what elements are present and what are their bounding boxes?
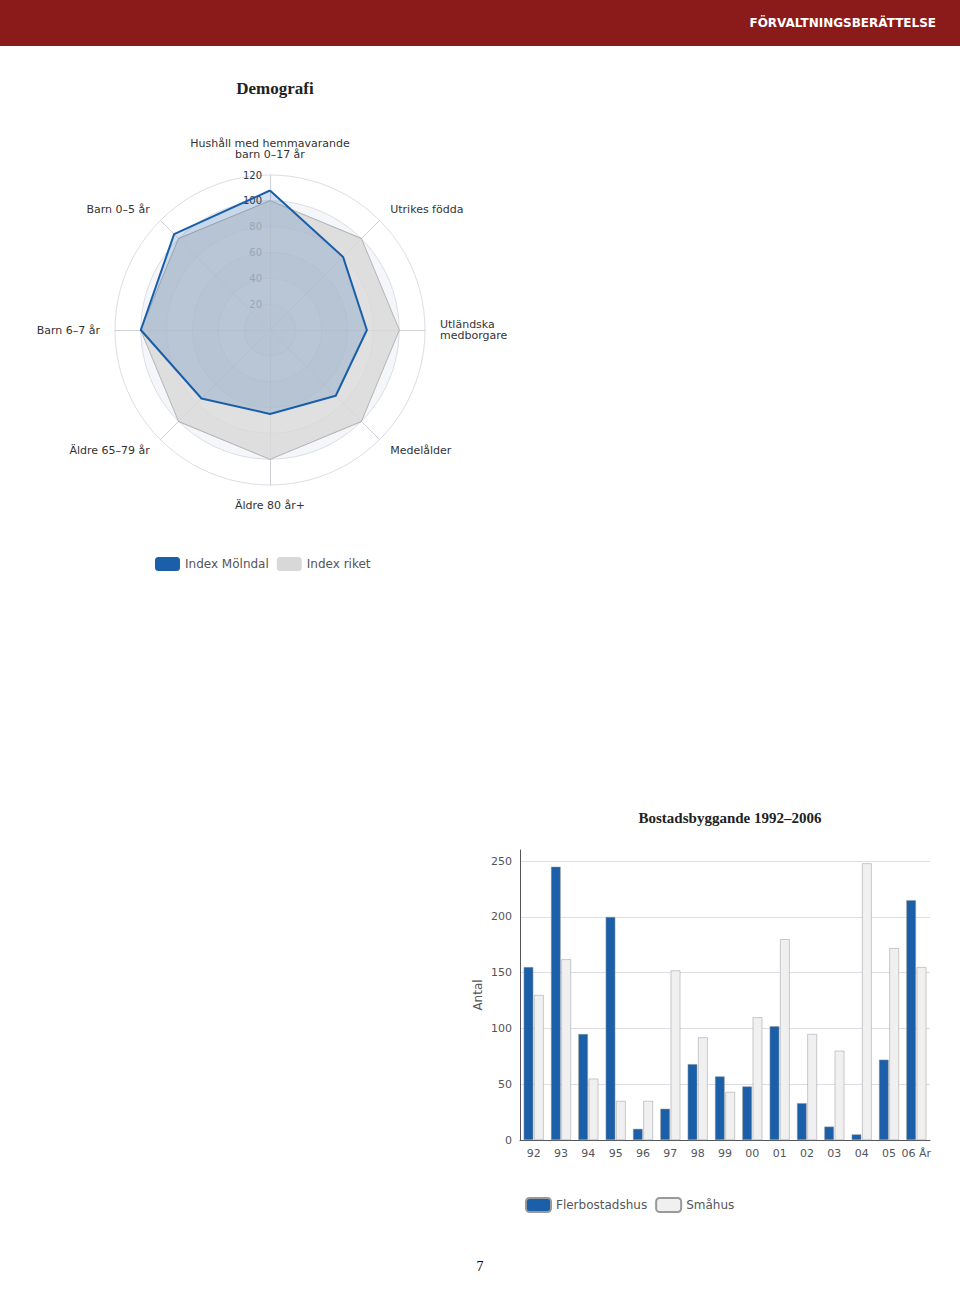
svg-text:95: 95 — [609, 1147, 623, 1160]
svg-text:Utländska: Utländska — [440, 318, 495, 331]
svg-text:250: 250 — [491, 855, 512, 868]
svg-text:Äldre 65–79 år: Äldre 65–79 år — [69, 444, 150, 457]
svg-text:96: 96 — [636, 1147, 650, 1160]
svg-text:05: 05 — [882, 1147, 896, 1160]
svg-text:200: 200 — [491, 910, 512, 923]
svg-text:Medelålder: Medelålder — [390, 444, 452, 457]
svg-text:97: 97 — [663, 1147, 677, 1160]
svg-text:Index riket: Index riket — [307, 557, 371, 571]
svg-text:FÖRVALTNINGSBERÄTTELSE: FÖRVALTNINGSBERÄTTELSE — [749, 15, 936, 30]
svg-text:barn 0–17 år: barn 0–17 år — [235, 148, 305, 161]
svg-text:7: 7 — [477, 1259, 484, 1274]
svg-text:50: 50 — [498, 1078, 512, 1091]
svg-text:06 År: 06 År — [902, 1147, 932, 1160]
svg-text:01: 01 — [773, 1147, 787, 1160]
svg-text:94: 94 — [581, 1147, 595, 1160]
svg-text:150: 150 — [491, 966, 512, 979]
svg-text:medborgare: medborgare — [440, 329, 508, 342]
svg-text:92: 92 — [527, 1147, 541, 1160]
svg-text:00: 00 — [745, 1147, 759, 1160]
svg-text:120: 120 — [243, 170, 262, 181]
svg-text:93: 93 — [554, 1147, 568, 1160]
svg-text:0: 0 — [505, 1134, 512, 1147]
svg-text:Barn 6–7 år: Barn 6–7 år — [37, 324, 101, 337]
svg-text:Äldre 80 år+: Äldre 80 år+ — [235, 499, 305, 512]
svg-text:99: 99 — [718, 1147, 732, 1160]
svg-text:Småhus: Småhus — [686, 1198, 734, 1212]
svg-text:98: 98 — [691, 1147, 705, 1160]
svg-text:Index Mölndal: Index Mölndal — [185, 557, 269, 571]
svg-text:Utrikes födda: Utrikes födda — [390, 203, 463, 216]
svg-text:Bostadsbyggande 1992–2006: Bostadsbyggande 1992–2006 — [639, 810, 822, 826]
svg-text:Antal: Antal — [471, 979, 485, 1010]
svg-text:Barn 0–5 år: Barn 0–5 år — [86, 203, 150, 216]
svg-text:02: 02 — [800, 1147, 814, 1160]
svg-text:Flerbostadshus: Flerbostadshus — [556, 1198, 647, 1212]
svg-text:100: 100 — [491, 1022, 512, 1035]
svg-text:Demografi: Demografi — [236, 79, 314, 98]
svg-text:Hushåll med hemmavarande: Hushåll med hemmavarande — [190, 137, 350, 150]
svg-text:03: 03 — [827, 1147, 841, 1160]
svg-text:04: 04 — [855, 1147, 869, 1160]
